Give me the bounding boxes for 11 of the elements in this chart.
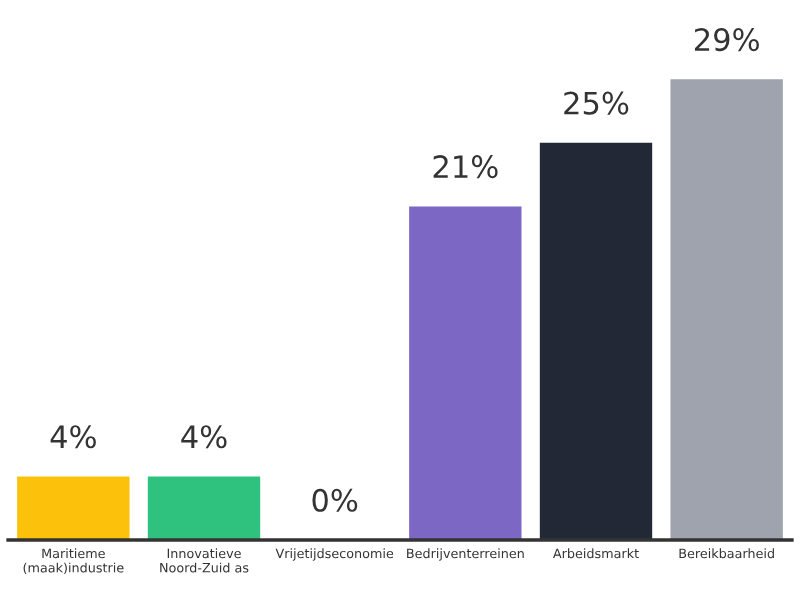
bar	[409, 206, 522, 540]
data-label: 4%	[181, 425, 227, 449]
data-label: 4%	[50, 425, 96, 449]
data-label: 25%	[564, 91, 629, 115]
data-label: 29%	[694, 28, 759, 52]
bar	[17, 476, 130, 540]
bar	[539, 142, 653, 540]
data-label: 21%	[433, 155, 498, 179]
data-label: 0%	[312, 488, 358, 512]
bar	[147, 476, 261, 540]
bar	[670, 79, 783, 540]
